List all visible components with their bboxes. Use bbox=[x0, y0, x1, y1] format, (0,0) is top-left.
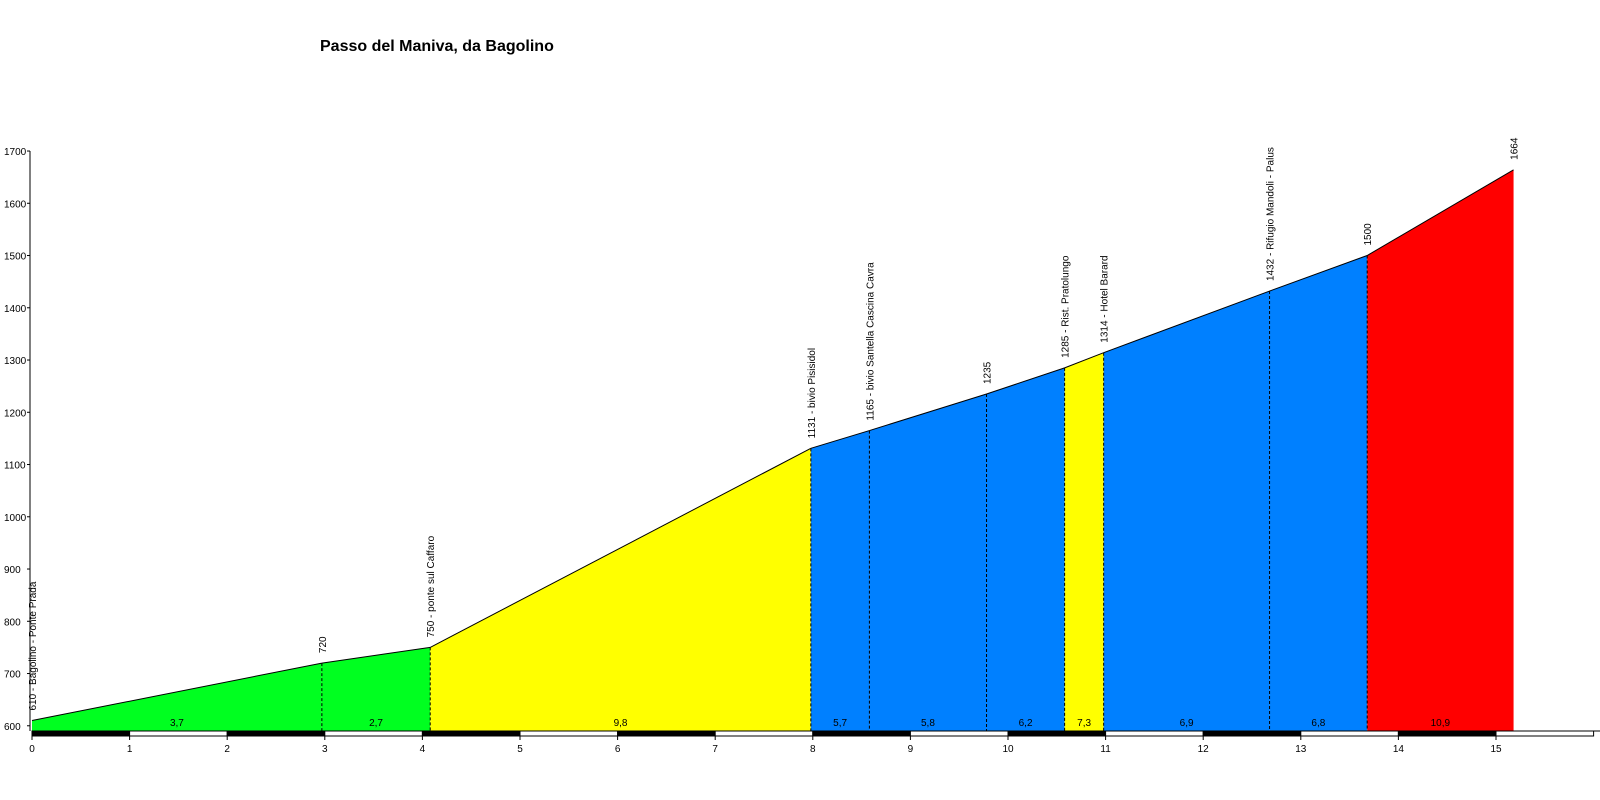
x-tick-label: 13 bbox=[1295, 744, 1307, 755]
x-tick-label: 11 bbox=[1100, 744, 1111, 755]
segment-gradient-label: 10,9 bbox=[1431, 718, 1451, 729]
profile-line bbox=[869, 393, 987, 432]
y-tick-label: 1000 bbox=[4, 513, 27, 524]
x-axis-scale-block bbox=[1300, 730, 1399, 737]
x-axis-scale-block bbox=[421, 730, 521, 737]
x-axis-scale-block bbox=[1202, 730, 1302, 737]
x-tick-label: 6 bbox=[615, 744, 621, 755]
segment-fill bbox=[1064, 352, 1104, 731]
x-axis-scale-block bbox=[226, 730, 326, 737]
x-tick-label: 7 bbox=[712, 744, 718, 755]
segment-fill bbox=[810, 430, 870, 731]
profile-line bbox=[429, 447, 812, 648]
y-tick-label: 1100 bbox=[4, 461, 26, 472]
segment-fill bbox=[1367, 169, 1514, 731]
x-tick-label: 14 bbox=[1393, 744, 1405, 755]
point-label: 1165 - bivio Santella Cascina Cavra bbox=[865, 262, 876, 421]
segment-fill bbox=[430, 448, 811, 731]
labels-layer: 3,7 2,7 9,8 5,7 5,8 6,2 7,3 6,9 6,8 10,9 610 - Bag… bbox=[28, 137, 1521, 729]
y-tick-label: 800 bbox=[4, 617, 21, 628]
x-axis-scale-block bbox=[812, 730, 911, 737]
profile-line bbox=[1366, 169, 1514, 256]
x-tick-label: 15 bbox=[1490, 744, 1502, 755]
point-label: 610 - Bagolino - Ponte Prada bbox=[28, 581, 39, 710]
point-label: 1285 - Rist. Pratolungo bbox=[1061, 255, 1072, 358]
x-axis-scale-block bbox=[1397, 730, 1497, 737]
y-tick-label: 900 bbox=[4, 565, 21, 576]
segment-gradient-label: 2,7 bbox=[369, 718, 383, 729]
x-tick-label: 0 bbox=[29, 744, 35, 755]
profile-line bbox=[1103, 290, 1270, 354]
point-label: 1432 - Rifugio Mandoli - Palus bbox=[1266, 147, 1277, 281]
segment-fill bbox=[986, 367, 1065, 731]
profile-line bbox=[31, 662, 322, 722]
segment-gradient-label: 5,8 bbox=[921, 718, 935, 729]
x-axis-scale-block bbox=[1495, 730, 1595, 737]
segments-layer bbox=[31, 169, 1514, 731]
y-tick-label: 1600 bbox=[4, 199, 27, 210]
segment-gradient-label: 3,7 bbox=[170, 718, 184, 729]
segment-gradient-label: 6,8 bbox=[1311, 718, 1325, 729]
x-axis-scale-block bbox=[1105, 730, 1204, 737]
profile-line bbox=[321, 646, 431, 664]
profile-line bbox=[1064, 352, 1104, 369]
y-tick-label: 1700 bbox=[4, 147, 27, 158]
x-tick-label: 9 bbox=[908, 744, 914, 755]
chart-title: Passo del Maniva, da Bagolino bbox=[320, 38, 554, 55]
x-tick-label: 1 bbox=[127, 744, 133, 755]
segment-gradient-label: 5,7 bbox=[833, 718, 847, 729]
point-label: 1314 - Hotel Barard bbox=[1100, 255, 1111, 342]
x-axis-scale-block bbox=[129, 730, 228, 737]
y-tick-label: 1200 bbox=[4, 408, 27, 419]
x-axis-scale-block bbox=[909, 730, 1009, 737]
x-tick-label: 8 bbox=[810, 744, 816, 755]
profile-line bbox=[810, 430, 870, 449]
x-tick-label: 12 bbox=[1198, 744, 1210, 755]
point-label: 720 bbox=[318, 636, 329, 653]
segment-gradient-label: 6,2 bbox=[1019, 718, 1033, 729]
x-axis-scale-block bbox=[519, 730, 619, 737]
profile-line bbox=[1269, 255, 1368, 292]
segment-fill bbox=[869, 393, 987, 731]
point-label: 1131 - bivio Pisisidol bbox=[807, 348, 818, 438]
segment-fill bbox=[321, 647, 431, 731]
x-tick-label: 5 bbox=[517, 744, 523, 755]
point-label: 1500 bbox=[1363, 223, 1374, 246]
segment-fill bbox=[32, 663, 322, 731]
segment-gradient-label: 9,8 bbox=[614, 718, 628, 729]
y-tick-label: 1300 bbox=[4, 356, 27, 367]
segment-fill bbox=[1103, 291, 1270, 731]
y-tick-label: 1500 bbox=[4, 252, 27, 263]
segment-gradient-label: 7,3 bbox=[1077, 718, 1091, 729]
segment-fill bbox=[1269, 255, 1368, 731]
segment-gradient-label: 6,9 bbox=[1180, 718, 1194, 729]
x-axis-scale-block bbox=[714, 730, 814, 737]
x-tick-label: 2 bbox=[224, 744, 230, 755]
y-tick-label: 1400 bbox=[4, 304, 27, 315]
y-tick-label: 600 bbox=[4, 722, 21, 733]
profile-line bbox=[986, 367, 1065, 395]
x-tick-label: 3 bbox=[322, 744, 328, 755]
x-tick-label: 4 bbox=[420, 744, 426, 755]
axis-layer: 6007008009001000110012001300140015001600… bbox=[4, 147, 1600, 755]
point-label: 750 - ponte sul Caffaro bbox=[426, 535, 437, 637]
x-axis-scale-block bbox=[617, 730, 716, 737]
y-tick-label: 700 bbox=[4, 670, 21, 681]
point-label: 1664 bbox=[1510, 137, 1521, 160]
x-axis-scale-block bbox=[1007, 730, 1107, 737]
point-label: 1235 bbox=[983, 361, 994, 384]
x-axis-scale-block bbox=[324, 730, 423, 737]
x-tick-label: 10 bbox=[1002, 744, 1014, 755]
x-axis-scale-block bbox=[31, 730, 131, 737]
